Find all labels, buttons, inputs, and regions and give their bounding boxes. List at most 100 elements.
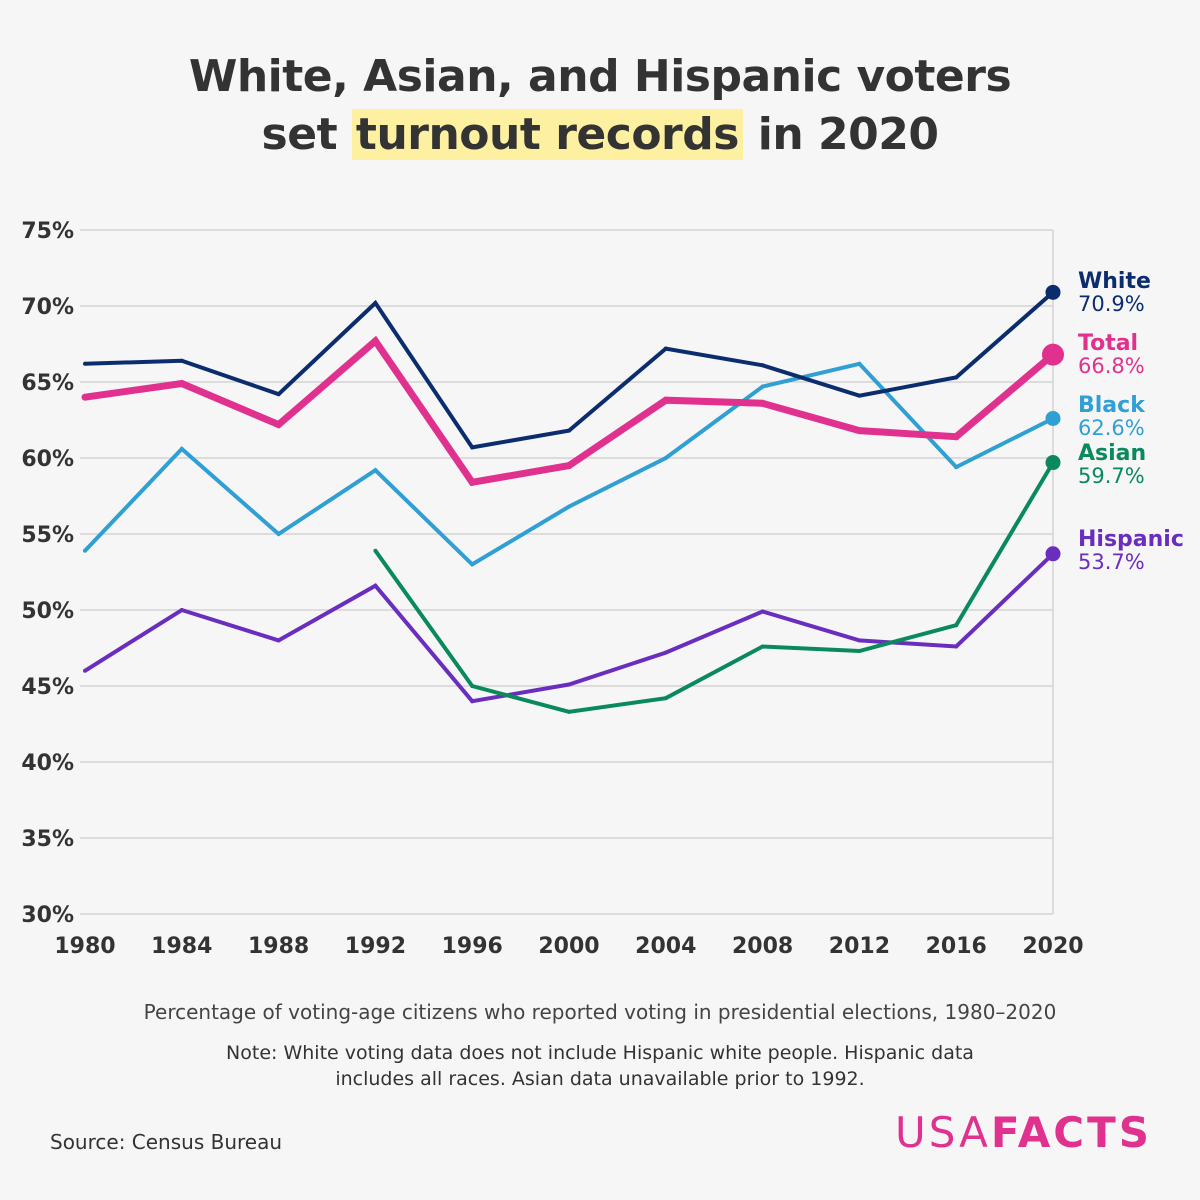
x-tick-label: 2016 bbox=[926, 934, 987, 959]
y-tick-label: 50% bbox=[21, 599, 74, 624]
end-label-name-white: White bbox=[1078, 269, 1151, 294]
chart-title: White, Asian, and Hispanic voters set tu… bbox=[0, 48, 1200, 164]
data-point-white bbox=[470, 445, 475, 450]
series-line-total bbox=[84, 335, 1056, 487]
data-point-asian bbox=[1045, 455, 1061, 471]
data-point-hispanic bbox=[857, 638, 862, 643]
title-line2-before: set bbox=[261, 109, 352, 160]
data-point-total bbox=[275, 421, 283, 429]
data-point-total bbox=[1042, 343, 1064, 366]
x-tick-label: 2008 bbox=[732, 934, 793, 959]
data-point-black bbox=[663, 456, 668, 460]
data-point-asian bbox=[954, 623, 959, 628]
data-point-total bbox=[855, 427, 863, 435]
data-point-white bbox=[663, 346, 668, 351]
logo-facts: FACTS bbox=[990, 1108, 1152, 1157]
data-point-black bbox=[567, 504, 571, 509]
data-point-total bbox=[81, 393, 89, 401]
x-axis-tick-labels: 1980 1984 1988 1992 1996 2000 2004 2008 2012 2016… bbox=[54, 934, 1083, 959]
data-point-white bbox=[179, 358, 184, 363]
data-point-total bbox=[952, 433, 960, 441]
x-tick-label: 1996 bbox=[442, 934, 503, 959]
series-line-hispanic bbox=[83, 552, 1055, 704]
data-point-asian bbox=[857, 649, 862, 654]
chart-subtitle: Percentage of voting-age citizens who re… bbox=[143, 1000, 1057, 1024]
chart-note: Note: White voting data does not include… bbox=[226, 1042, 974, 1090]
y-tick-label: 35% bbox=[21, 827, 74, 852]
y-tick-label: 45% bbox=[21, 675, 74, 700]
data-point-hispanic bbox=[470, 699, 475, 704]
data-point-total bbox=[468, 478, 476, 486]
data-point-black bbox=[373, 468, 378, 473]
data-point-total bbox=[178, 380, 186, 388]
data-point-total bbox=[759, 399, 767, 407]
data-point-hispanic bbox=[663, 650, 668, 655]
y-tick-label: 30% bbox=[21, 903, 74, 928]
data-point-black bbox=[276, 532, 281, 536]
data-point-black bbox=[954, 465, 959, 470]
data-point-white bbox=[373, 300, 378, 305]
x-tick-label: 1980 bbox=[54, 934, 115, 959]
chart-title-line-2: set turnout records in 2020 bbox=[0, 106, 1200, 164]
series-lines bbox=[81, 284, 1064, 714]
y-tick-label: 60% bbox=[21, 447, 74, 472]
end-label-value-white: 70.9% bbox=[1078, 292, 1145, 316]
data-point-total bbox=[371, 337, 379, 345]
usafacts-logo: USAFACTS bbox=[895, 1108, 1152, 1157]
end-label-name-hispanic: Hispanic bbox=[1078, 527, 1184, 552]
data-point-hispanic bbox=[373, 583, 378, 588]
data-point-hispanic bbox=[83, 668, 87, 673]
y-tick-label: 70% bbox=[21, 295, 74, 320]
end-label-value-black: 62.6% bbox=[1078, 416, 1145, 440]
data-point-asian bbox=[760, 644, 765, 649]
data-point-asian bbox=[470, 684, 475, 688]
x-tick-label: 2020 bbox=[1022, 934, 1083, 959]
data-point-hispanic bbox=[954, 644, 959, 649]
chart-title-line-1: White, Asian, and Hispanic voters bbox=[188, 51, 1012, 102]
data-point-white bbox=[567, 428, 571, 433]
data-point-black bbox=[179, 446, 184, 451]
data-point-hispanic bbox=[276, 638, 281, 643]
end-label-value-asian: 59.7% bbox=[1078, 464, 1145, 488]
data-point-hispanic bbox=[760, 609, 765, 614]
data-point-black bbox=[857, 361, 862, 366]
title-highlight: turnout records bbox=[351, 109, 743, 160]
data-point-asian bbox=[567, 709, 571, 714]
x-tick-label: 2000 bbox=[538, 934, 599, 959]
source-text: Source: Census Bureau bbox=[50, 1130, 283, 1154]
data-point-white bbox=[83, 361, 87, 366]
x-tick-label: 1988 bbox=[248, 934, 309, 959]
data-point-hispanic bbox=[1045, 546, 1061, 562]
end-label-name-asian: Asian bbox=[1078, 441, 1146, 466]
data-point-asian bbox=[663, 696, 668, 701]
x-tick-label: 2004 bbox=[635, 934, 696, 959]
x-tick-label: 1992 bbox=[345, 934, 406, 959]
data-point-black bbox=[1045, 410, 1061, 426]
end-label-value-hispanic: 53.7% bbox=[1078, 550, 1145, 574]
title-line2-after: in 2020 bbox=[742, 109, 939, 160]
data-point-total bbox=[565, 462, 573, 470]
grid-lines bbox=[80, 229, 1054, 915]
y-tick-label: 40% bbox=[21, 751, 74, 776]
data-point-hispanic bbox=[179, 608, 184, 612]
x-tick-label: 1984 bbox=[151, 934, 212, 959]
data-point-asian bbox=[373, 548, 378, 553]
y-tick-label: 55% bbox=[21, 523, 74, 548]
end-label-value-total: 66.8% bbox=[1078, 354, 1145, 378]
series-line-white bbox=[84, 290, 1055, 450]
data-point-hispanic bbox=[567, 682, 571, 687]
end-label-name-total: Total bbox=[1078, 331, 1138, 356]
data-point-white bbox=[857, 393, 862, 398]
x-tick-label: 2012 bbox=[829, 934, 890, 959]
y-tick-label: 75% bbox=[21, 219, 74, 244]
data-point-white bbox=[954, 375, 959, 380]
data-point-white bbox=[760, 363, 765, 368]
series-line-asian bbox=[373, 461, 1055, 714]
end-label-name-black: Black bbox=[1078, 393, 1146, 418]
data-point-black bbox=[83, 548, 87, 553]
data-point-white bbox=[1045, 284, 1061, 300]
line-chart: 30%35%40%45%50%55%60%65%70%75% 1980 1984 1… bbox=[21, 219, 1184, 959]
y-axis-tick-labels: 30% 35% 40% 45% 50% 55% 60% 65% 70% 75% bbox=[21, 219, 74, 928]
data-point-total bbox=[662, 396, 670, 404]
